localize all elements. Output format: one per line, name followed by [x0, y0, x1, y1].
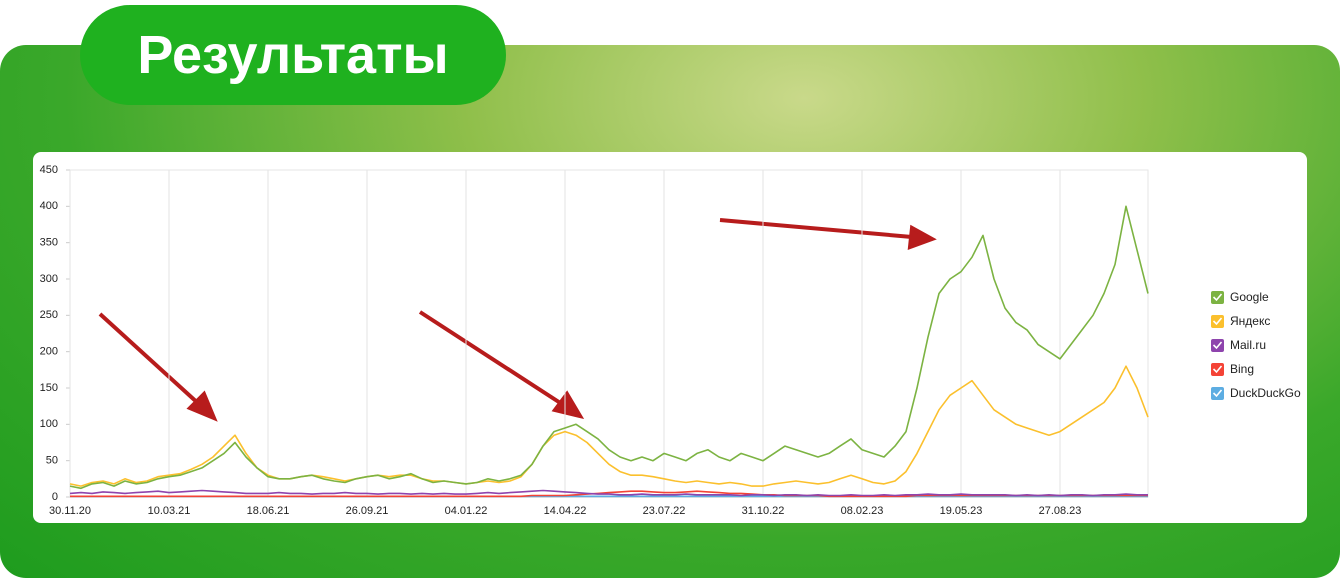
page-title: Результаты: [80, 5, 506, 105]
legend-swatch: [1211, 363, 1224, 376]
legend-swatch: [1211, 387, 1224, 400]
legend-label: Google: [1230, 290, 1269, 304]
arrow-head: [551, 390, 585, 420]
x-tick-label: 08.02.23: [841, 505, 884, 517]
x-tick-label: 26.09.21: [346, 505, 389, 517]
y-tick-label: 100: [40, 418, 58, 430]
legend-swatch: [1211, 339, 1224, 352]
y-tick-label: 250: [40, 309, 58, 321]
y-tick-label: 400: [40, 200, 58, 212]
arrow-head: [186, 390, 218, 422]
legend-check: [1212, 293, 1223, 302]
arrow: [719, 218, 913, 239]
arrow: [98, 312, 202, 407]
legend-check: [1212, 365, 1223, 374]
legend-label: Mail.ru: [1230, 338, 1266, 352]
legend-check: [1212, 341, 1223, 350]
y-tick-label: 0: [52, 491, 58, 503]
y-tick-label: 200: [40, 346, 58, 358]
x-tick-label: 31.10.22: [742, 505, 785, 517]
chart-card: [33, 152, 1307, 523]
x-tick-label: 14.04.22: [544, 505, 587, 517]
arrows: [98, 218, 937, 422]
series-line: [69, 205, 1149, 490]
y-tick-label: 450: [40, 164, 58, 176]
y-tick-label: 50: [46, 455, 58, 467]
legend-check: [1212, 389, 1223, 398]
x-tick-label: 27.08.23: [1039, 505, 1082, 517]
legend-label: Яндекс: [1230, 314, 1270, 328]
legend-label: Bing: [1230, 362, 1254, 376]
legend-check: [1212, 317, 1223, 326]
x-tick-label: 30.11.20: [49, 505, 91, 517]
x-tick-label: 18.06.21: [247, 505, 290, 517]
plot-frame: [69, 169, 1149, 498]
x-tick-label: 04.01.22: [445, 505, 488, 517]
x-tick-label: 19.05.23: [940, 505, 983, 517]
arrow-head: [907, 224, 937, 250]
series-line: [69, 365, 1149, 487]
arrow: [418, 310, 567, 408]
x-tick-label: 23.07.22: [643, 505, 686, 517]
y-tick-label: 150: [40, 382, 58, 394]
y-tick-label: 300: [40, 273, 58, 285]
legend-swatch: [1211, 315, 1224, 328]
legend-swatch: [1211, 291, 1224, 304]
legend-label: DuckDuckGo: [1230, 386, 1301, 400]
series-line: [69, 489, 1148, 497]
y-tick-label: 350: [40, 237, 58, 249]
x-tick-label: 10.03.21: [148, 505, 191, 517]
series-line: [70, 490, 1148, 498]
